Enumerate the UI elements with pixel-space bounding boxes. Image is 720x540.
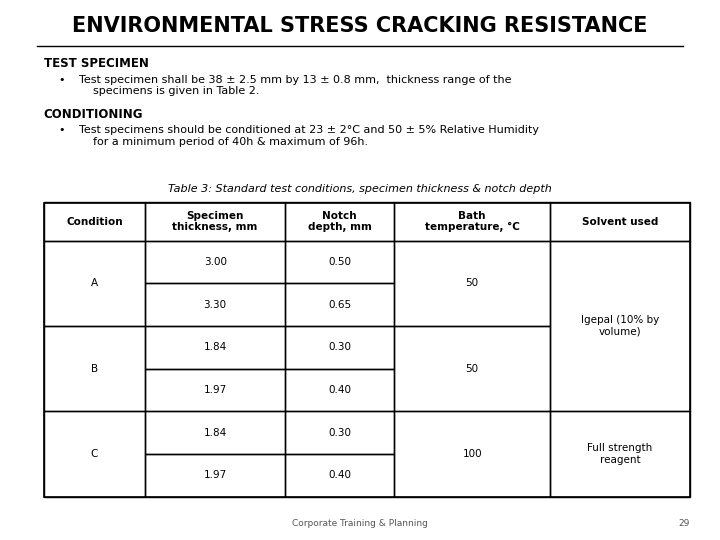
Bar <box>145 411 285 454</box>
Text: Table 3: Standard test conditions, specimen thickness & notch depth: Table 3: Standard test conditions, speci… <box>168 184 552 194</box>
Text: Test specimens should be conditioned at 23 ± 2°C and 50 ± 5% Relative Humidity
 : Test specimens should be conditioned at … <box>79 125 539 147</box>
Text: ENVIRONMENTAL STRESS CRACKING RESISTANCE: ENVIRONMENTAL STRESS CRACKING RESISTANCE <box>72 16 648 36</box>
Text: 1.97: 1.97 <box>204 385 227 395</box>
Bar <box>145 454 285 497</box>
Text: TEST SPECIMEN: TEST SPECIMEN <box>44 57 149 70</box>
Text: 3.30: 3.30 <box>204 300 227 310</box>
Bar <box>285 411 395 454</box>
Text: •: • <box>58 125 64 136</box>
Bar <box>285 284 395 326</box>
Text: •: • <box>58 75 64 85</box>
Bar <box>145 284 285 326</box>
Text: 0.30: 0.30 <box>328 342 351 353</box>
Bar <box>395 241 550 326</box>
Bar <box>44 241 145 326</box>
Text: 0.30: 0.30 <box>328 428 351 438</box>
Text: A: A <box>91 279 98 288</box>
Text: 1.97: 1.97 <box>204 470 227 481</box>
Bar <box>395 326 550 411</box>
Bar <box>44 202 145 241</box>
Bar <box>395 411 550 497</box>
Text: Notch
depth, mm: Notch depth, mm <box>308 211 372 232</box>
Bar <box>285 326 395 369</box>
Text: Full strength
reagent: Full strength reagent <box>588 443 653 465</box>
Text: Condition: Condition <box>66 217 123 227</box>
Bar <box>145 369 285 411</box>
Bar <box>550 241 690 411</box>
Text: Igepal (10% by
volume): Igepal (10% by volume) <box>581 315 660 337</box>
Bar <box>145 326 285 369</box>
Text: 0.40: 0.40 <box>328 470 351 481</box>
Text: CONDITIONING: CONDITIONING <box>44 108 143 121</box>
Text: 0.65: 0.65 <box>328 300 351 310</box>
Text: 0.50: 0.50 <box>328 257 351 267</box>
Text: 50: 50 <box>466 364 479 374</box>
Bar <box>145 202 285 241</box>
Text: 1.84: 1.84 <box>204 428 227 438</box>
Text: 1.84: 1.84 <box>204 342 227 353</box>
Text: Test specimen shall be 38 ± 2.5 mm by 13 ± 0.8 mm,  thickness range of the
    s: Test specimen shall be 38 ± 2.5 mm by 13… <box>79 75 511 96</box>
Text: Specimen
thickness, mm: Specimen thickness, mm <box>173 211 258 232</box>
Text: 50: 50 <box>466 279 479 288</box>
Bar <box>285 202 395 241</box>
Text: C: C <box>91 449 98 459</box>
Text: Solvent used: Solvent used <box>582 217 658 227</box>
Bar <box>145 241 285 284</box>
Bar <box>44 202 690 497</box>
Bar <box>44 326 145 411</box>
Bar <box>395 202 550 241</box>
Text: Bath
temperature, °C: Bath temperature, °C <box>425 211 520 233</box>
Text: B: B <box>91 364 98 374</box>
Text: 29: 29 <box>679 519 690 528</box>
Bar <box>285 454 395 497</box>
Bar <box>550 411 690 497</box>
Text: Corporate Training & Planning: Corporate Training & Planning <box>292 519 428 528</box>
Bar <box>285 241 395 284</box>
Text: 3.00: 3.00 <box>204 257 227 267</box>
Bar <box>44 411 145 497</box>
Bar <box>550 202 690 241</box>
Bar <box>285 369 395 411</box>
Text: 0.40: 0.40 <box>328 385 351 395</box>
Text: 100: 100 <box>462 449 482 459</box>
